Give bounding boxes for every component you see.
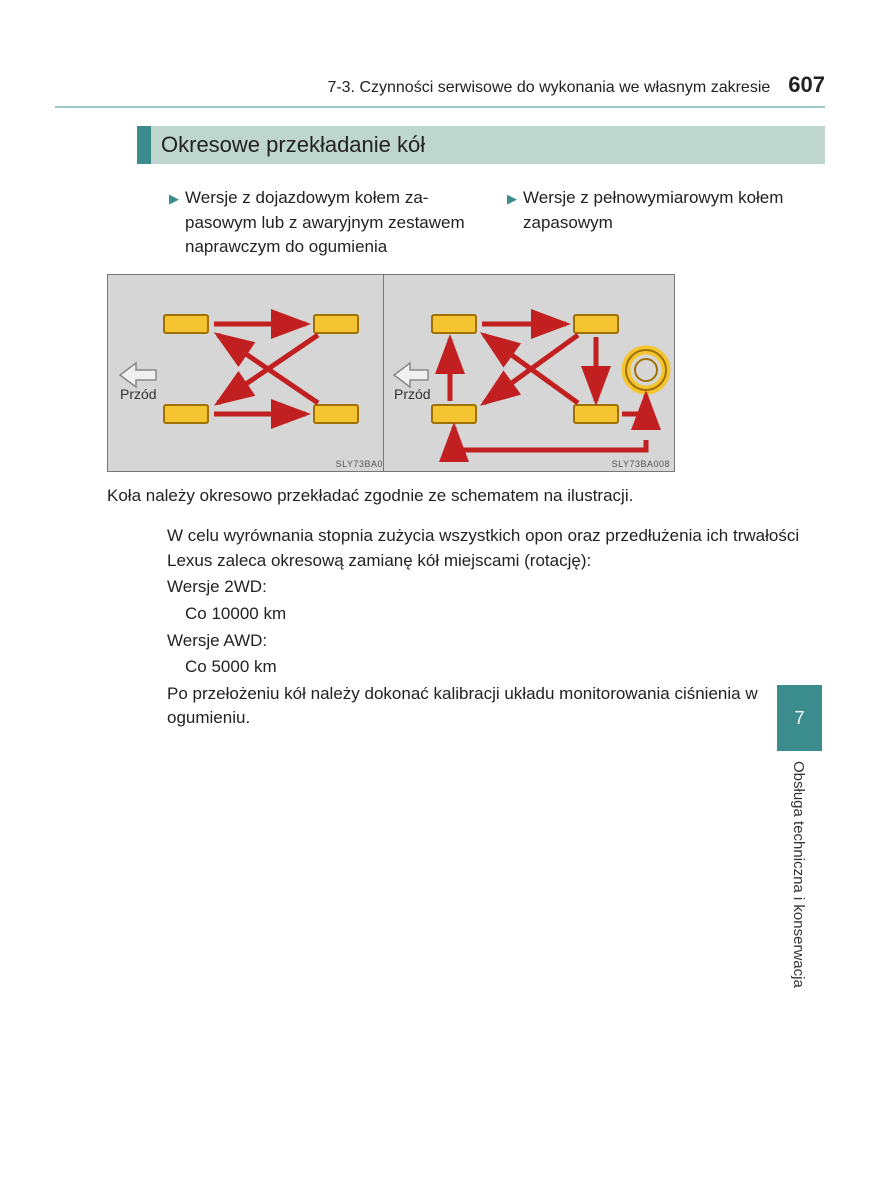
chapter-number: 7 bbox=[794, 708, 804, 729]
chapter-number-box: 7 bbox=[777, 685, 822, 751]
diagram-right: Przód SLY73BA008 bbox=[383, 274, 675, 472]
body-intro: W celu wyrównania stopnia zużycia wszyst… bbox=[167, 524, 825, 573]
header-rule bbox=[55, 106, 825, 108]
front-label: Przód bbox=[394, 386, 431, 402]
page-header: 7-3. Czynności serwisowe do wykonania we… bbox=[55, 72, 825, 106]
bullet-icon: ▶ bbox=[169, 186, 179, 266]
vawd-label: Wersje AWD: bbox=[167, 629, 825, 654]
col-right-heading-text: Wersje z pełnowymiarowym kołem zapasowym bbox=[523, 186, 825, 266]
figure-code-right: SLY73BA008 bbox=[612, 459, 670, 469]
col-left-heading-text: Wersje z dojazdowym kołem za­pasowym lub… bbox=[185, 186, 487, 266]
diagram-caption: Koła należy okresowo przekładać zgodnie … bbox=[107, 486, 825, 506]
chapter-title: Obsługa techniczna i konserwacja bbox=[790, 761, 807, 988]
body-text: W celu wyrównania stopnia zużycia wszyst… bbox=[167, 524, 825, 731]
chapter-tab: 7 Obsługa techniczna i konserwacja bbox=[777, 685, 822, 988]
front-label: Przód bbox=[120, 386, 157, 402]
v2wd-value: Co 10000 km bbox=[185, 602, 825, 627]
section-title-bar: Okresowe przekładanie kół bbox=[137, 126, 825, 164]
diagram-left: Przód SLY73BA009 bbox=[107, 274, 399, 472]
v2wd-label: Wersje 2WD: bbox=[167, 575, 825, 600]
section-title-tab bbox=[137, 126, 151, 164]
bullet-icon: ▶ bbox=[507, 186, 517, 266]
tire-rotation-left-svg: Przód bbox=[108, 275, 400, 473]
tire-rotation-right-svg: Przód bbox=[384, 275, 676, 473]
col-left-heading: ▶ Wersje z dojazdowym kołem za­pasowym l… bbox=[169, 186, 487, 266]
breadcrumb: 7-3. Czynności serwisowe do wykonania we… bbox=[327, 79, 770, 97]
page-number: 607 bbox=[788, 72, 825, 98]
vawd-value: Co 5000 km bbox=[185, 655, 825, 680]
section-title: Okresowe przekładanie kół bbox=[151, 126, 825, 164]
col-right-heading: ▶ Wersje z pełnowymiarowym kołem zapasow… bbox=[507, 186, 825, 266]
body-outro: Po przełożeniu kół należy dokonać kalibr… bbox=[167, 682, 825, 731]
